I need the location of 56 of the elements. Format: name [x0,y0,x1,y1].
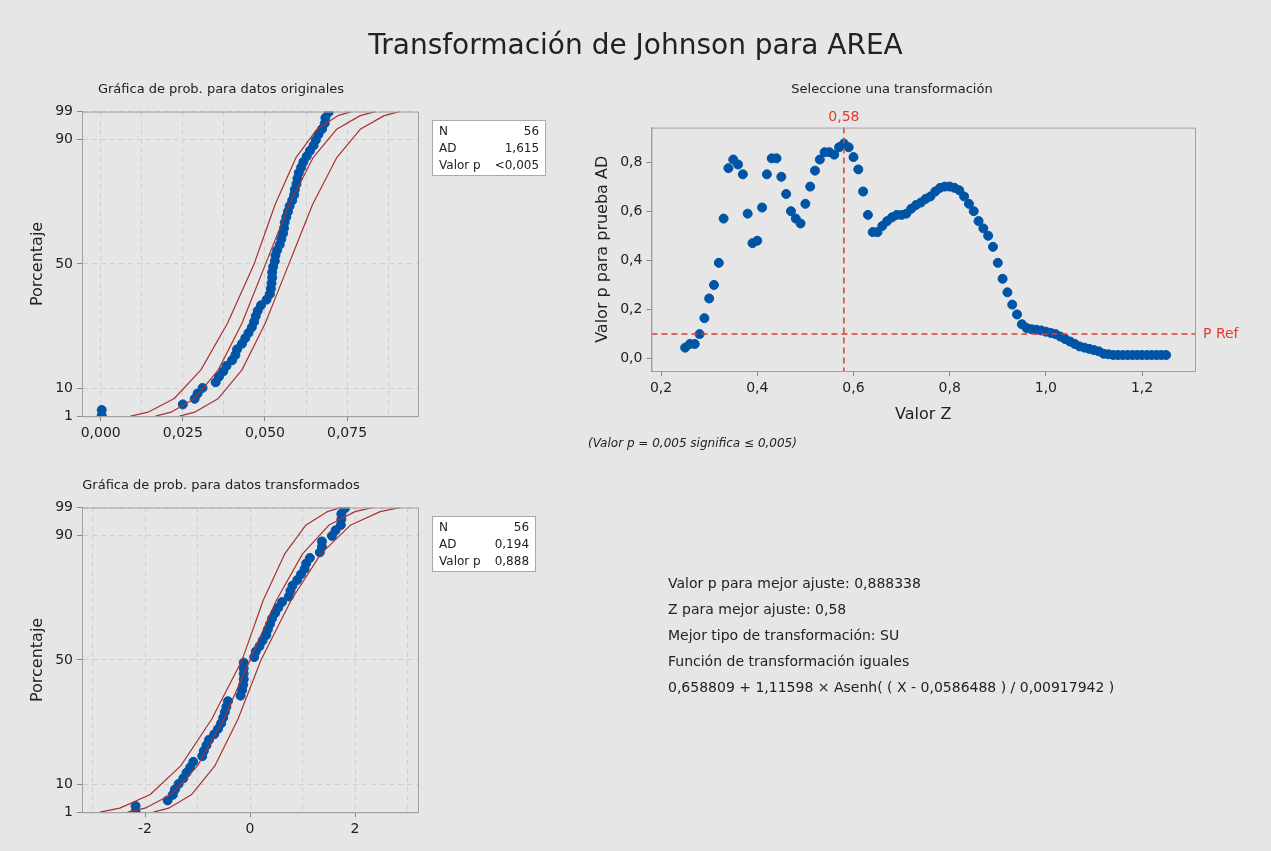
text: 1,615 [503,141,540,155]
y-tick-label: 50 [55,650,74,667]
y-tick-label: 0,4 [620,251,643,267]
text: AD [439,141,458,155]
ref-line-label: P Ref [1203,324,1240,341]
text: Valor p [439,554,481,568]
chart-title: Seleccione una transformación [791,81,993,97]
x-tick-label: 1,0 [1034,379,1058,396]
y-tick-label: 10 [55,378,74,395]
text: N [439,520,449,534]
x-tick-label: 0,8 [938,379,961,396]
x-tick-label: 0,075 [327,424,368,441]
x-tick-label: 2 [350,820,360,837]
text: Valor p [439,158,481,172]
y-tick-label: 10 [55,774,74,791]
text: Mejor tipo de transformación: SU [668,626,901,645]
chart-title: Gráfica de prob. para datos originales [97,81,345,97]
x-tick-label: 0,4 [746,379,769,396]
text: AD [439,537,458,551]
text: 0,658809 + 1,11598 × Asenh( ( X - 0,0586488 ) / 0,00917942 ) [668,678,1116,697]
text: Función de transformación iguales [668,652,911,671]
y-tick-label: 0,6 [620,201,643,218]
x-axis-title: Valor Z [895,403,952,423]
text: N [439,124,449,138]
text: Transformación de Johnson para AREA [367,28,904,61]
chart-title: Gráfica de prob. para datos transformados [82,477,360,493]
x-tick-label: 0,2 [649,379,673,396]
y-tick-label: 0,8 [620,152,643,169]
y-tick-label: 90 [55,130,74,147]
text: <0,005 [494,158,540,172]
y-tick-label: 1 [64,406,74,423]
x-tick-label: 0,6 [842,379,865,396]
x-tick-label: 1,2 [1130,379,1154,396]
y-tick-label: 50 [55,254,74,271]
y-axis-title: Porcentaje [26,617,46,703]
x-tick-label: -2 [138,820,152,837]
text: Z para mejor ajuste: 0,58 [668,600,848,619]
ref-line-label: 0,58 [828,108,860,125]
y-tick-label: 0,2 [620,300,643,317]
y-tick-label: 99 [55,498,74,515]
x-tick-label: 0,050 [244,424,285,441]
text: 56 [512,520,530,534]
x-tick-label: 0,000 [80,424,121,441]
y-axis-title: Valor p para prueba AD [591,155,611,343]
text: 0,888 [494,554,530,568]
text: 56 [522,124,540,138]
x-tick-label: 0 [245,820,255,837]
y-tick-label: 1 [64,802,74,819]
text: 0,194 [494,537,530,551]
text: Valor p para mejor ajuste: 0,888338 [668,574,922,593]
y-tick-label: 0,0 [620,349,643,366]
y-tick-label: 99 [55,102,74,119]
text: (Valor p = 0,005 significa ≤ 0,005) [588,436,797,450]
y-tick-label: 90 [55,526,74,543]
x-tick-label: 0,025 [162,424,203,441]
y-axis-title: Porcentaje [26,221,46,307]
